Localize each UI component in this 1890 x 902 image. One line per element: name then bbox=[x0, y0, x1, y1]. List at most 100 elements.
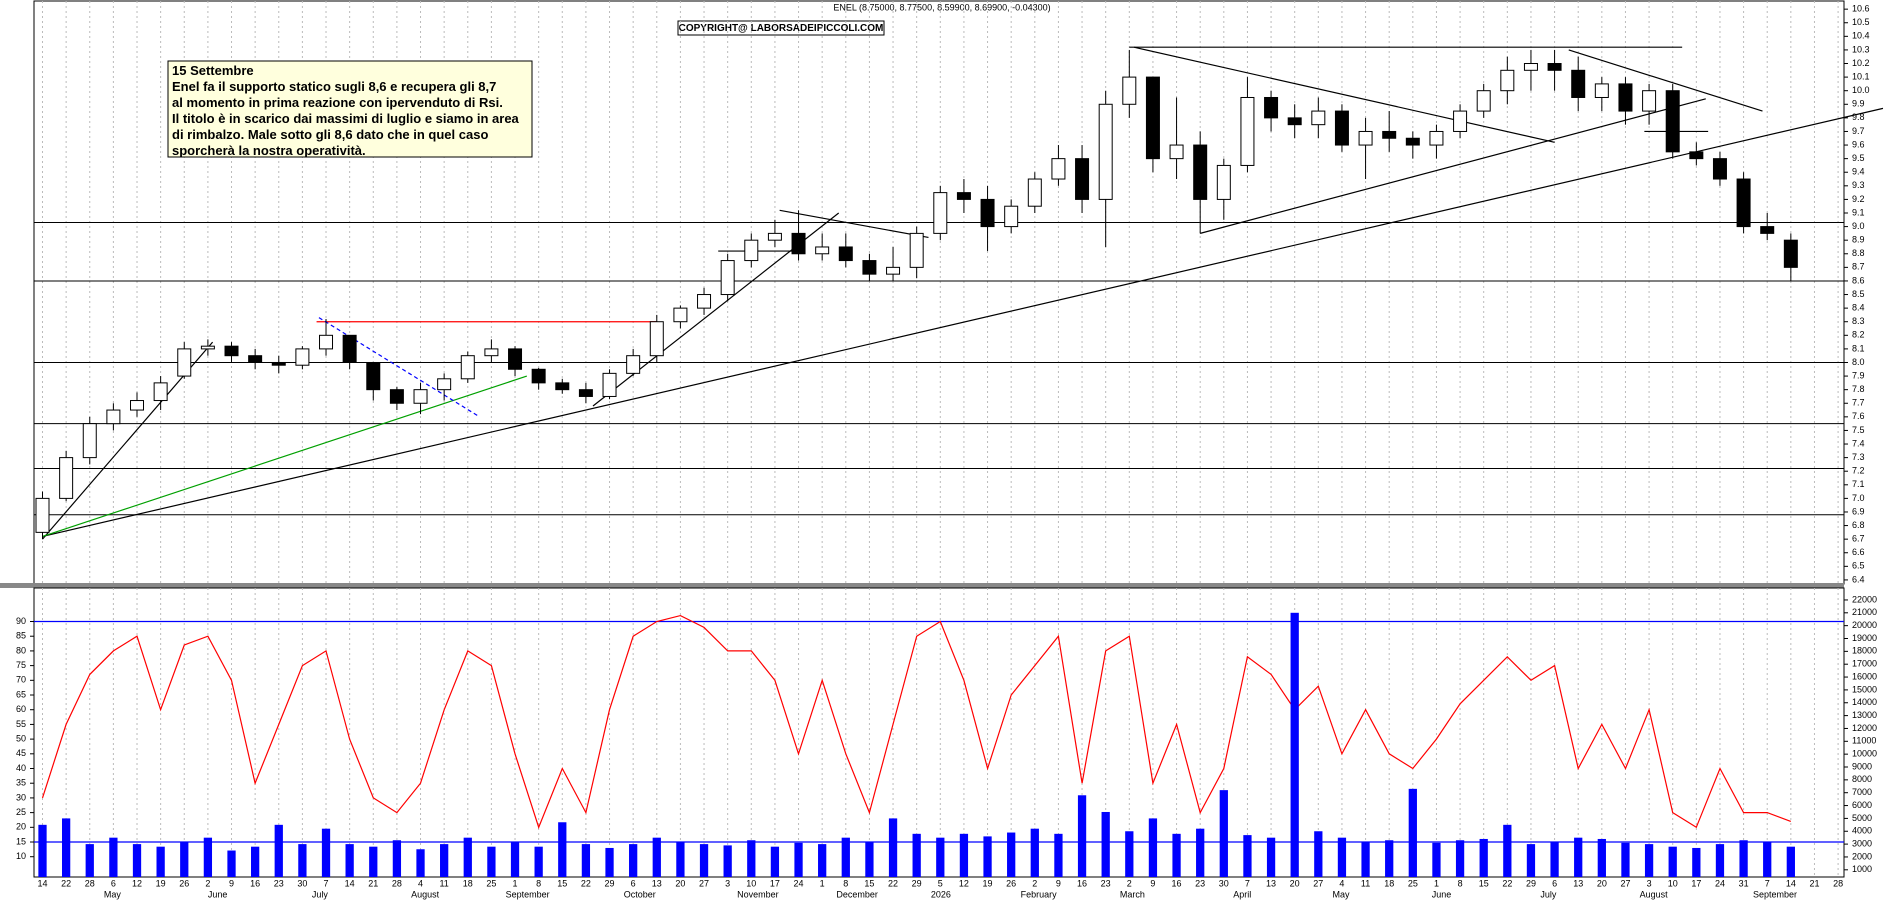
volume-bar bbox=[1266, 837, 1276, 877]
volume-bar bbox=[1290, 612, 1299, 877]
candle-body bbox=[1027, 178, 1042, 207]
x-tick-label: 19 bbox=[983, 878, 993, 888]
x-tick-label: 18 bbox=[1384, 878, 1394, 888]
candle-body bbox=[1358, 130, 1373, 146]
volume-bar bbox=[1314, 831, 1323, 877]
trend-line bbox=[779, 209, 929, 239]
y2-tick-label: 19000 bbox=[1852, 633, 1877, 643]
volume-bar bbox=[770, 846, 780, 877]
candle-body bbox=[531, 368, 546, 384]
y-tick-label: 9.6 bbox=[1852, 139, 1865, 149]
y-tick-label: 10.4 bbox=[1852, 31, 1870, 41]
month-label: July bbox=[312, 889, 329, 899]
marks bbox=[34, 46, 1884, 877]
volume-bar bbox=[251, 846, 260, 877]
volume-bar bbox=[841, 837, 850, 877]
y-tick-label: 7.8 bbox=[1852, 384, 1865, 394]
x-tick-label: 9 bbox=[1056, 878, 1061, 888]
y-tick-label: 6.8 bbox=[1852, 520, 1865, 530]
y2-tick-label: 21000 bbox=[1852, 607, 1877, 617]
y-tick-label: 7.3 bbox=[1852, 452, 1865, 462]
month-label: September bbox=[1753, 889, 1797, 899]
candle-body bbox=[649, 321, 664, 357]
candle-body bbox=[602, 372, 617, 397]
y-tick-label: 80 bbox=[16, 645, 26, 655]
candle-body bbox=[1571, 69, 1586, 98]
volume-bar bbox=[1692, 847, 1701, 877]
candle-body bbox=[1689, 151, 1704, 160]
y-tick-label: 7.1 bbox=[1852, 479, 1865, 489]
candle-body bbox=[1429, 130, 1444, 146]
candle-body bbox=[1216, 164, 1231, 200]
candle-body bbox=[1453, 110, 1468, 132]
volume-bar bbox=[983, 836, 992, 877]
volume-bar bbox=[1739, 840, 1748, 877]
x-tick-label: 7 bbox=[1245, 878, 1250, 888]
y-tick-label: 75 bbox=[16, 660, 26, 670]
x-tick-label: 28 bbox=[392, 878, 402, 888]
candle-body bbox=[1122, 76, 1137, 105]
y2-tick-label: 17000 bbox=[1852, 659, 1877, 669]
candle-body bbox=[578, 389, 593, 397]
y-tick-label: 55 bbox=[16, 719, 26, 729]
y2-tick-label: 1000 bbox=[1852, 864, 1872, 874]
x-tick-label: 30 bbox=[1219, 878, 1229, 888]
volume-bar bbox=[1054, 833, 1063, 877]
y-tick-label: 6.5 bbox=[1852, 561, 1865, 571]
y2-tick-label: 5000 bbox=[1852, 813, 1872, 823]
x-tick-label: 14 bbox=[1786, 878, 1796, 888]
annotation-line: Enel fa il supporto statico sugli 8,6 e … bbox=[172, 79, 496, 94]
y2-tick-label: 15000 bbox=[1852, 684, 1877, 694]
annotation-line: sporcherà la nostra operatività. bbox=[172, 143, 366, 158]
volume-bar bbox=[345, 844, 354, 877]
annotation-line: Il titolo è in scarico dai massimi di lu… bbox=[172, 111, 520, 126]
y-tick-label: 8.8 bbox=[1852, 248, 1865, 258]
volume-bar bbox=[1644, 844, 1654, 877]
annotation-line: di rimbalzo. Male sotto gli 8,6 dato che… bbox=[172, 127, 488, 142]
y-tick-label: 60 bbox=[16, 704, 26, 714]
volume-bar bbox=[676, 841, 685, 877]
volume-bar bbox=[723, 845, 732, 877]
volume-bar bbox=[1361, 841, 1370, 877]
volume-bar bbox=[1574, 837, 1583, 877]
volume-bar bbox=[747, 840, 756, 877]
candle-body bbox=[1594, 83, 1609, 98]
candle-body bbox=[791, 232, 806, 255]
volume-bar bbox=[321, 828, 331, 877]
x-tick-label: 8 bbox=[1458, 878, 1463, 888]
y-tick-label: 7.7 bbox=[1852, 398, 1865, 408]
month-label: August bbox=[1640, 889, 1669, 899]
candle-body bbox=[319, 334, 334, 350]
month-label: June bbox=[208, 889, 228, 899]
x-tick-label: 16 bbox=[250, 878, 260, 888]
volume-bar bbox=[818, 844, 827, 877]
volume-bar bbox=[1385, 840, 1394, 877]
y2-tick-label: 10000 bbox=[1852, 749, 1877, 759]
y-tick-label: 10.5 bbox=[1852, 17, 1870, 27]
y-tick-label: 85 bbox=[16, 631, 26, 641]
candle-body bbox=[248, 355, 263, 363]
x-tick-label: 29 bbox=[1526, 878, 1536, 888]
candle-body bbox=[909, 232, 924, 268]
candle-body bbox=[200, 345, 215, 350]
x-tick-label: 6 bbox=[631, 878, 636, 888]
volume-bar bbox=[1550, 841, 1559, 877]
x-tick-label: 4 bbox=[1339, 878, 1344, 888]
y2-tick-label: 16000 bbox=[1852, 671, 1877, 681]
candle-body bbox=[295, 348, 310, 366]
volume-bar bbox=[109, 837, 118, 877]
x-tick-label: 1 bbox=[513, 878, 518, 888]
y-tick-label: 65 bbox=[16, 689, 26, 699]
volume-bar bbox=[85, 844, 94, 877]
month-label: February bbox=[1021, 889, 1058, 899]
candle-body bbox=[413, 389, 428, 404]
x-tick-label: 16 bbox=[1172, 878, 1182, 888]
x-tick-label: 12 bbox=[959, 878, 969, 888]
volume-bar bbox=[463, 837, 472, 877]
x-tick-label: 6 bbox=[111, 878, 116, 888]
x-tick-label: 23 bbox=[1195, 878, 1205, 888]
y-tick-label: 20 bbox=[16, 822, 26, 832]
x-tick-label: 29 bbox=[605, 878, 615, 888]
x-tick-label: 15 bbox=[1479, 878, 1489, 888]
